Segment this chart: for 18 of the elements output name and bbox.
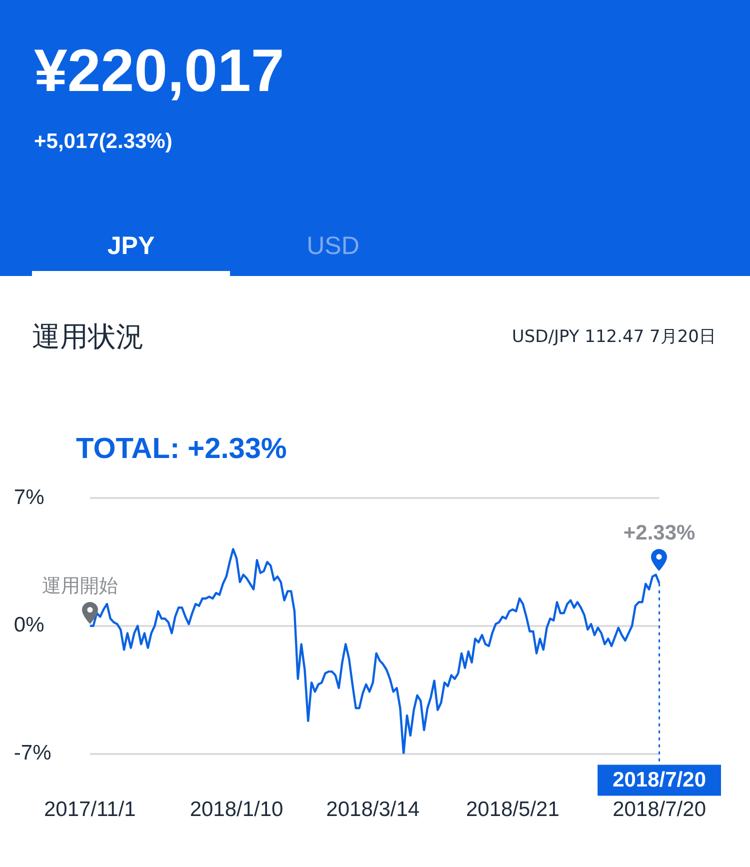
annotation: 運用開始	[42, 574, 118, 597]
ref-line-label: 2018/7/20	[612, 768, 706, 792]
text: USD	[306, 232, 360, 261]
x-tick-label: 2018/5/21	[466, 798, 560, 822]
x-tick-label: 2017/11/1	[44, 798, 136, 822]
y-tick-label: 7%	[14, 486, 44, 509]
x-tick-label: 2018/7/20	[612, 798, 706, 822]
chart-title: ¥220,017	[34, 36, 284, 105]
text: 運用状況	[32, 319, 144, 355]
x-tick-label: 2018/1/10	[190, 798, 284, 822]
annotation: +2.33%	[623, 521, 696, 544]
chart-subtitle: +5,017(2.33%)	[34, 130, 172, 154]
text: USD/JPY 112.47 7月20日	[512, 326, 716, 348]
y-tick-label: 0%	[14, 614, 44, 637]
text: TOTAL: +2.33%	[76, 433, 287, 466]
y-tick-label: -7%	[14, 742, 52, 765]
text: JPY	[106, 232, 156, 261]
x-tick-label: 2018/3/14	[326, 798, 420, 822]
